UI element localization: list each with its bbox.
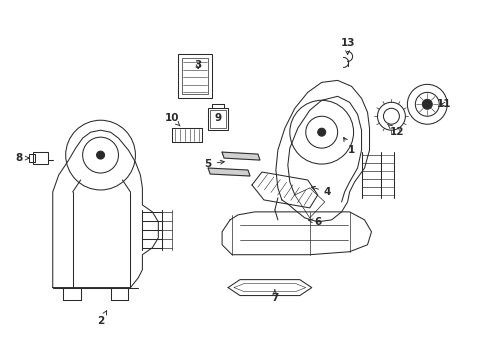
Text: 10: 10 — [164, 113, 180, 126]
Bar — [182, 58, 208, 94]
Text: 9: 9 — [214, 113, 221, 123]
Text: 12: 12 — [387, 125, 404, 137]
Text: 2: 2 — [97, 311, 106, 327]
Bar — [33, 152, 48, 164]
Text: 5: 5 — [204, 159, 224, 169]
Text: 8: 8 — [15, 153, 29, 163]
Text: 6: 6 — [308, 217, 321, 227]
Bar — [29, 154, 35, 162]
Bar — [210, 110, 225, 128]
Text: 11: 11 — [436, 99, 450, 109]
Bar — [208, 108, 227, 130]
Text: 7: 7 — [271, 290, 278, 302]
Text: 3: 3 — [194, 60, 202, 71]
Polygon shape — [208, 168, 249, 176]
Text: 1: 1 — [343, 138, 354, 155]
Text: 4: 4 — [311, 186, 331, 197]
Circle shape — [422, 99, 431, 109]
Polygon shape — [222, 152, 260, 160]
Circle shape — [317, 128, 325, 136]
Bar — [178, 54, 212, 98]
Text: 13: 13 — [340, 37, 354, 54]
Circle shape — [96, 151, 104, 159]
